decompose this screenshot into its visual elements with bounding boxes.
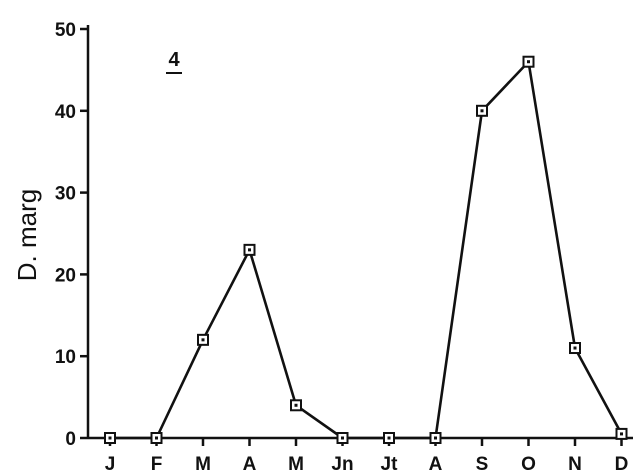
x-tick-label: N (568, 454, 582, 475)
y-tick-label: 40 (55, 102, 76, 123)
x-tick-label: M (195, 454, 211, 475)
x-tick-label: A (429, 454, 443, 475)
x-tick-label: F (151, 454, 163, 475)
x-ticks: J F M A M Jn Jt A S O N D (105, 438, 629, 475)
x-tick-label: S (476, 454, 489, 475)
series-line-group (104, 55, 628, 444)
y-tick-label: 0 (65, 429, 76, 450)
y-tick-label: 20 (55, 265, 76, 286)
axes (86, 25, 633, 440)
x-tick-label: Jn (331, 454, 353, 475)
y-tick-label: 10 (55, 347, 76, 368)
x-tick-label: M (288, 454, 304, 475)
data-point-marker-dot (294, 403, 298, 407)
data-point-marker-dot (341, 436, 344, 440)
data-point-marker-dot (480, 109, 484, 113)
data-point-marker-dot (201, 338, 205, 342)
y-axis-title: D. marg (12, 189, 42, 281)
x-tick-label: A (243, 454, 257, 475)
data-point-marker-dot (155, 436, 158, 440)
x-tick-label: Jt (381, 454, 399, 475)
data-point-marker-dot (620, 432, 623, 436)
y-tick-label: 50 (55, 20, 76, 41)
data-point-marker-dot (527, 60, 530, 64)
data-point-marker-dot (248, 248, 251, 252)
y-tick-label: 30 (55, 184, 76, 205)
x-tick-label: O (521, 454, 536, 475)
x-tick-label: J (105, 454, 116, 475)
data-point-marker-dot (573, 346, 577, 350)
y-ticks: 0 10 20 30 40 50 (55, 20, 88, 450)
panel-label: 4 (168, 49, 180, 71)
data-point-marker-dot (387, 436, 391, 440)
x-tick-label: D (615, 454, 629, 475)
data-point-marker-dot (108, 436, 112, 440)
series-line (110, 60, 623, 440)
data-point-marker-dot (434, 436, 437, 440)
